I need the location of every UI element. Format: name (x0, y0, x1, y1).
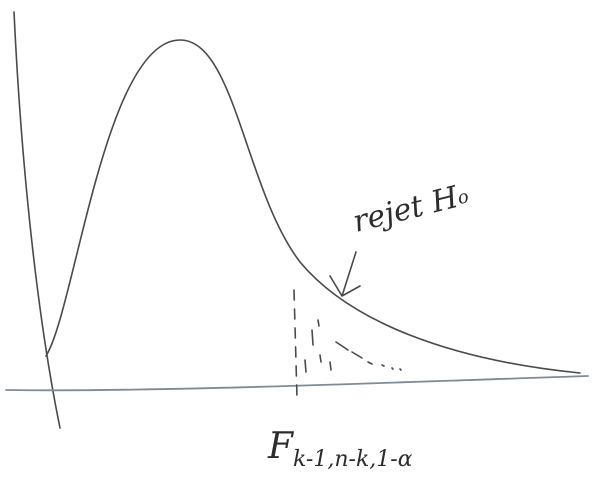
sketch: rejet Ho Fk-1,n-k,1-α (0, 0, 594, 480)
critical-subscript: k-1,n-k,1-α (293, 447, 413, 472)
background (0, 0, 594, 480)
page: {"annotation": {"text": "rejet H", "subs… (0, 0, 594, 480)
critical-symbol: F (267, 426, 295, 467)
